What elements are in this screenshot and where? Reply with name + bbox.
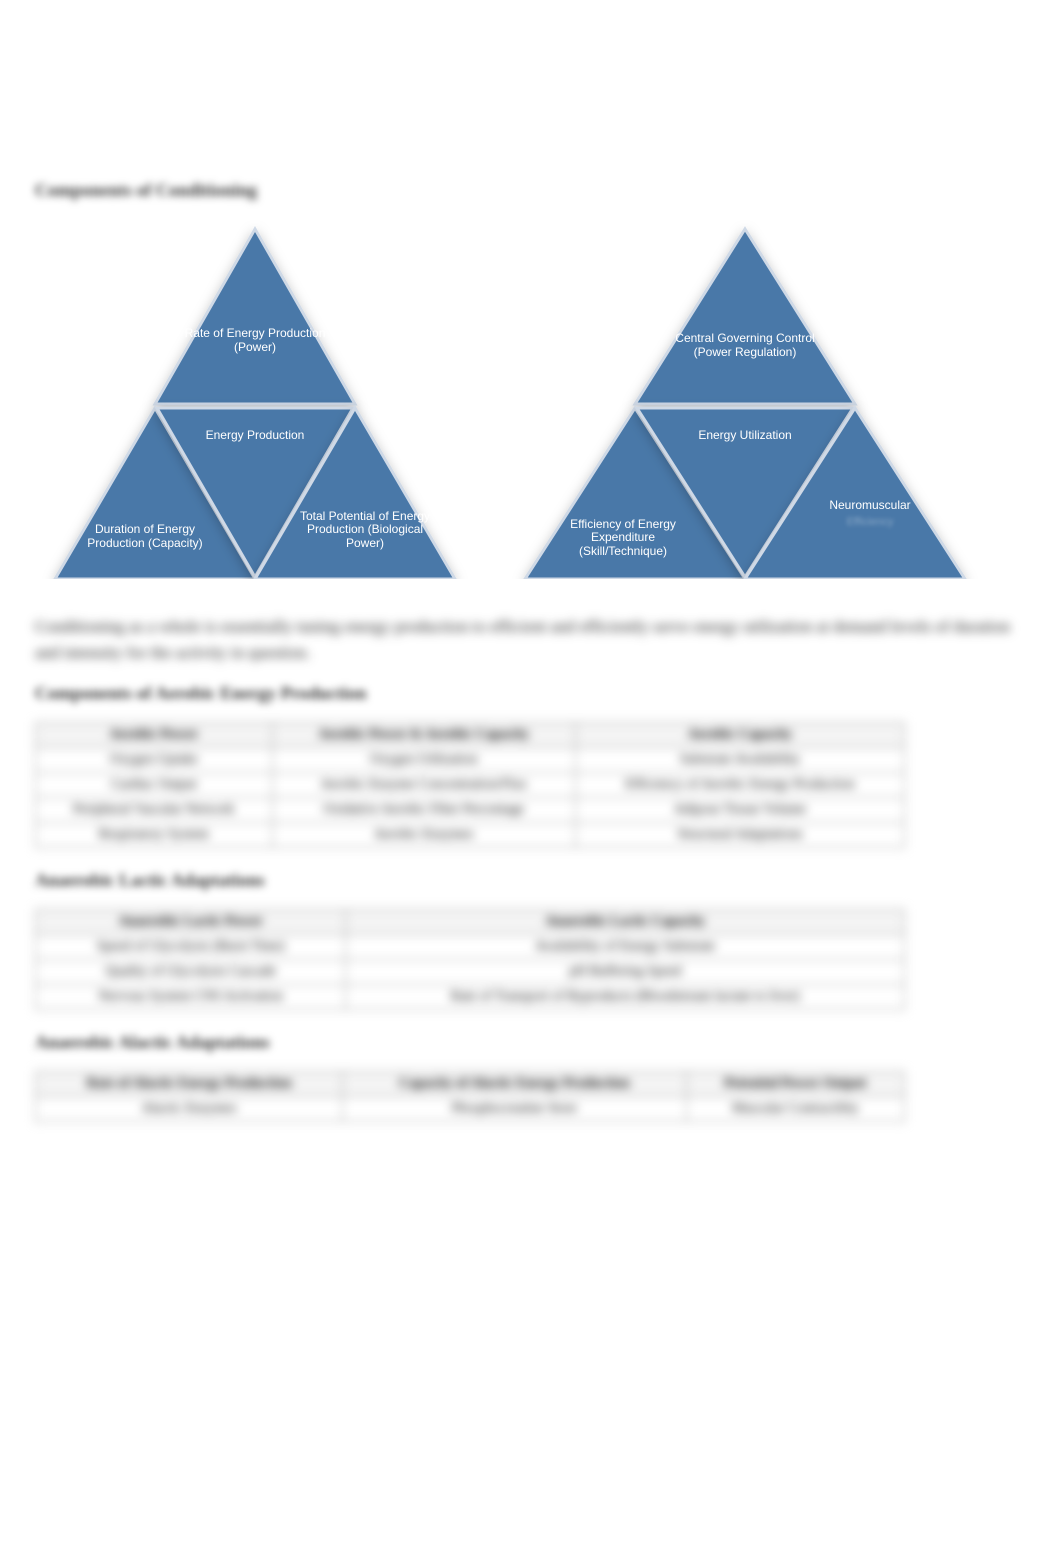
table-cell: Peripheral Vascular Network xyxy=(36,798,273,823)
table-header: Anaerobic Lactic Power xyxy=(36,910,346,935)
table-cell: Speed of Glycolysis (Burst Time) xyxy=(36,935,346,960)
table-row: Oxygen UptakeOxygen UtilizationSubstrate… xyxy=(36,748,905,773)
table-cell: Efficiency of Aerobic Energy Production xyxy=(575,773,904,798)
table-lactic: Anaerobic Lactic PowerAnaerobic Lactic C… xyxy=(35,909,905,1010)
heading-alactic: Anaerobic Alactic Adaptations xyxy=(35,1032,1062,1053)
table-cell: Aerobic Enzyme Concentration/Flux xyxy=(272,773,575,798)
tri-right-br: Neuromuscular Efficiency xyxy=(800,499,940,529)
heading-aerobic: Components of Aerobic Energy Production xyxy=(35,683,1062,704)
table-cell: Phosphocreatine Store xyxy=(343,1097,686,1122)
table-row: Respiratory SystemAerobic EnzymesStructu… xyxy=(36,823,905,848)
table-cell: Substrate Availability xyxy=(575,748,904,773)
table-cell: Aerobic Enzymes xyxy=(272,823,575,848)
table-cell: Availability of Energy Substrate xyxy=(346,935,905,960)
definition-text: Conditioning as a whole is essentially t… xyxy=(35,614,1015,665)
table-cell: Oxygen Uptake xyxy=(36,748,273,773)
table-cell: Structural Adaptations xyxy=(575,823,904,848)
tri-right-top: Central Governing Control (Power Regulat… xyxy=(665,332,825,360)
heading-components: Components of Conditioning xyxy=(35,180,1062,201)
table-row: Speed of Glycolysis (Burst Time)Availabi… xyxy=(36,935,905,960)
table-cell: Quality of Glycolysis Cascade xyxy=(36,960,346,985)
tri-right-br-text: Neuromuscular xyxy=(829,498,910,512)
table-header: Potential Power Output xyxy=(686,1072,904,1097)
table-header: Anaerobic Lactic Capacity xyxy=(346,910,905,935)
table-row: Quality of Glycolysis CascadepH Bufferin… xyxy=(36,960,905,985)
table-header: Rate of Alactic Energy Production xyxy=(36,1072,343,1097)
triangle-energy-production: Rate of Energy Production (Power) Energy… xyxy=(35,219,475,579)
tri-right-mid: Energy Utilization xyxy=(685,429,805,443)
table-row: Nervous System CNS ActivationRate of Tra… xyxy=(36,985,905,1010)
tri-left-br: Total Potential of Energy Production (Bi… xyxy=(295,510,435,551)
table-cell: Muscular Contractility xyxy=(686,1097,904,1122)
table-cell: Oxidative Aerobic Fiber Percentage xyxy=(272,798,575,823)
tri-left-top: Rate of Energy Production (Power) xyxy=(175,327,335,355)
table-cell: Oxygen Utilization xyxy=(272,748,575,773)
table-cell: Alactic Enzymes xyxy=(36,1097,343,1122)
tri-left-mid: Energy Production xyxy=(195,429,315,443)
table-cell: Cardiac Output xyxy=(36,773,273,798)
table-header: Aerobic Power & Aerobic Capacity xyxy=(272,723,575,748)
table-cell: Nervous System CNS Activation xyxy=(36,985,346,1010)
table-header: Aerobic Power xyxy=(36,723,273,748)
table-row: Peripheral Vascular NetworkOxidative Aer… xyxy=(36,798,905,823)
table-row: Cardiac OutputAerobic Enzyme Concentrati… xyxy=(36,773,905,798)
table-cell: Rate of Transport of Byproducts (Bloodst… xyxy=(346,985,905,1010)
table-aerobic: Aerobic PowerAerobic Power & Aerobic Cap… xyxy=(35,722,905,848)
tri-right-bl: Efficiency of Energy Expenditure (Skill/… xyxy=(553,518,693,559)
heading-lactic: Anaerobic Lactic Adaptations xyxy=(35,870,1062,891)
triangle-diagrams: Rate of Energy Production (Power) Energy… xyxy=(35,219,1062,579)
table-row: Alactic EnzymesPhosphocreatine StoreMusc… xyxy=(36,1097,905,1122)
tri-left-bl: Duration of Energy Production (Capacity) xyxy=(75,523,215,551)
table-cell: pH Buffering Speed xyxy=(346,960,905,985)
tri-right-br-sub: Efficiency xyxy=(800,516,940,529)
table-header: Capacity of Alactic Energy Production xyxy=(343,1072,686,1097)
table-cell: Adipose Tissue Volume xyxy=(575,798,904,823)
triangle-energy-utilization: Central Governing Control (Power Regulat… xyxy=(505,219,985,579)
table-alactic: Rate of Alactic Energy ProductionCapacit… xyxy=(35,1071,905,1122)
table-header: Aerobic Capacity xyxy=(575,723,904,748)
table-cell: Respiratory System xyxy=(36,823,273,848)
